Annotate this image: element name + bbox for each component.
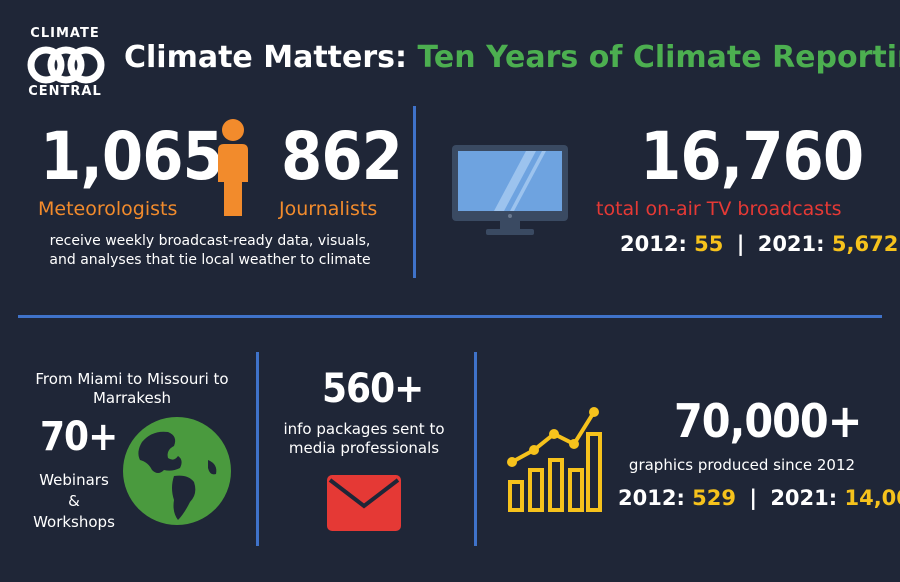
monitor-icon [452, 145, 568, 235]
webinars-label: Webinars & Workshops [24, 470, 124, 533]
journalists-label: Journalists [279, 198, 378, 220]
divider-horizontal [18, 315, 882, 318]
graphics-year-stats: 2012: 529 | 2021: 14,000+ [618, 486, 900, 510]
broadcasts-val2: 5,672 [831, 232, 899, 256]
divider-vertical-top [413, 106, 416, 278]
graphics-year2: 2021: [770, 486, 838, 510]
weekly-description: receive weekly broadcast-ready data, vis… [20, 232, 400, 270]
weekly-description-line1: receive weekly broadcast-ready data, vis… [49, 233, 371, 249]
graphics-sep: | [749, 486, 757, 510]
divider-vertical-bottom-1 [256, 352, 259, 546]
broadcasts-count: 16,760 [640, 118, 864, 195]
person-icon [218, 119, 248, 216]
webinars-intro: From Miami to Missouri to Marrakesh [22, 370, 242, 408]
weekly-description-line2: and analyses that tie local weather to c… [49, 252, 371, 268]
graphics-count: 70,000+ [674, 394, 862, 448]
envelope-icon [327, 475, 401, 531]
webinars-label1: Webinars [39, 471, 109, 489]
webinars-count: 70+ [40, 414, 118, 460]
divider-vertical-bottom-2 [474, 352, 477, 546]
logo-text-top: CLIMATE [30, 26, 100, 41]
webinars-intro-line1: From Miami to Missouri to [35, 370, 229, 388]
graphics-val1: 529 [692, 486, 737, 510]
bar-chart-icon [507, 407, 602, 512]
packages-description-line1: info packages sent to [283, 420, 445, 438]
graphics-year1: 2012: [618, 486, 685, 510]
broadcasts-year1: 2012: [620, 232, 687, 256]
broadcasts-sep: | [736, 232, 745, 256]
graphics-label: graphics produced since 2012 [628, 456, 856, 474]
webinars-label2: & [68, 492, 80, 510]
logo-text-bottom: CENTRAL [28, 84, 102, 99]
packages-description-line2: media professionals [288, 439, 440, 457]
packages-count: 560+ [322, 366, 424, 412]
meteorologists-count: 1,065 [40, 118, 224, 195]
broadcasts-year-stats: 2012: 55 | 2021: 5,672 [620, 232, 898, 256]
broadcasts-val1: 55 [694, 232, 724, 256]
webinars-label3: Workshops [33, 513, 115, 531]
packages-description: info packages sent to media professional… [266, 420, 462, 458]
broadcasts-year2: 2021: [757, 232, 825, 256]
title-sub: Ten Years of Climate Reporting [417, 40, 900, 75]
logo-circles-icon [27, 46, 105, 84]
journalists-count: 862 [281, 118, 403, 195]
page-title: Climate Matters: Ten Years of Climate Re… [124, 40, 900, 75]
title-main: Climate Matters: [124, 40, 407, 75]
meteorologists-label: Meteorologists [38, 198, 178, 220]
broadcasts-label: total on-air TV broadcasts [596, 198, 842, 220]
graphics-val2: 14,000+ [844, 486, 900, 510]
globe-icon [123, 417, 231, 525]
webinars-intro-line2: Marrakesh [92, 389, 172, 407]
